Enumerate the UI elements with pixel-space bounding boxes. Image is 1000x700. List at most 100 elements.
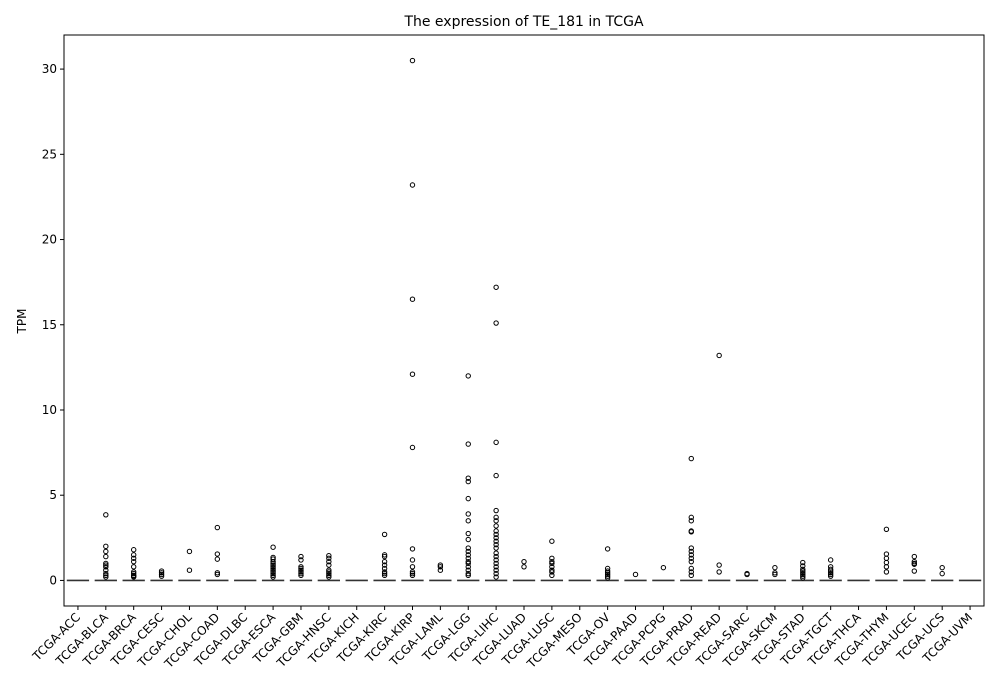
outlier-point [409,371,416,377]
outlier-point [270,574,276,580]
outlier-point [298,564,304,570]
outlier-point [298,570,304,577]
outlier-point [493,284,499,290]
outlier-point [270,565,276,572]
outlier-point [493,538,499,544]
outlier-point [270,562,276,568]
outlier-point [549,572,555,579]
outlier-point [493,507,499,514]
outlier-point [409,182,416,188]
outlier-point [744,571,750,578]
outlier-point [465,572,471,579]
outlier-point [103,543,109,550]
outlier-point [326,555,332,561]
plot-area [66,57,982,582]
outlier-point [800,563,806,569]
outlier-point [130,564,137,570]
outlier-point [688,555,694,561]
outlier-point [465,545,471,551]
outlier-point [298,572,304,579]
y-axis: 0 5 10 15 20 25 30 [42,62,64,587]
outlier-point [604,575,611,581]
outlier-point [130,552,137,558]
outlier-point [130,558,137,565]
y-axis-label: TPM [15,309,29,335]
outlier-point [158,573,165,579]
outlier-point [911,553,918,560]
outlier-point [827,566,834,573]
outlier-point [326,570,332,577]
outlier-point [381,552,388,558]
outlier-point [214,551,221,557]
outlier-point [688,548,694,555]
outlier-point [465,478,471,485]
outlier-point [800,575,806,581]
outlier-point [493,528,499,534]
outlier-point [409,296,416,302]
chart-title: The expression of TE_181 in TCGA [403,14,644,30]
outlier-point [465,441,471,447]
outlier-point [493,531,499,538]
outlier-point [883,569,890,575]
outlier-point [772,571,778,578]
outlier-point [103,564,109,570]
outlier-point [214,570,221,576]
outlier-point [493,523,499,529]
outlier-point [827,570,834,576]
outlier-point [465,475,471,481]
plot-frame [63,34,985,607]
outlier-point [326,562,332,568]
outlier-point [103,572,109,579]
outlier-point [103,570,109,577]
outlier-point [688,545,694,551]
outlier-point [939,570,945,577]
outlier-point [103,567,109,573]
outlier-point [493,570,499,577]
outlier-point [214,524,221,531]
outlier-point [158,571,165,578]
outlier-point [688,569,694,575]
outlier-point [381,570,388,577]
outlier-point [604,570,611,576]
outlier-point [409,557,416,563]
outlier-point [800,559,806,566]
outlier-point [130,574,137,580]
outlier-point [298,567,304,573]
y-tick-label: 25 [42,147,57,161]
outlier-point [521,564,527,570]
outlier-point [604,573,611,579]
outlier-point [465,552,471,558]
outlier-point [883,559,890,566]
outlier-point [465,564,471,570]
outlier-point [800,571,806,578]
outlier-point [604,571,611,578]
outlier-point [465,558,471,565]
outlier-point [549,567,555,573]
outlier-point [493,535,499,541]
outlier-point [158,568,165,574]
outlier-point [493,553,499,560]
outlier-point [186,548,193,555]
outlier-point [493,564,499,570]
outlier-point [883,526,890,532]
outlier-point [911,561,918,567]
y-tick-label: 15 [42,318,57,332]
outlier-point [939,564,945,571]
outlier-point [688,565,694,572]
outlier-point [130,570,137,577]
y-tick-label: 5 [49,488,57,502]
outlier-point [549,555,555,561]
outlier-point [409,569,416,575]
outlier-point [326,569,332,575]
outlier-point [381,558,388,565]
outlier-point [493,574,499,580]
outlier-point [326,574,332,580]
outlier-point [716,352,722,359]
outlier-point [800,570,806,576]
outlier-point [465,518,471,524]
outlier-point [326,567,332,573]
outlier-point [409,546,416,552]
outlier-point [270,560,276,567]
outlier-point [549,564,555,570]
outlier-point [800,566,806,573]
